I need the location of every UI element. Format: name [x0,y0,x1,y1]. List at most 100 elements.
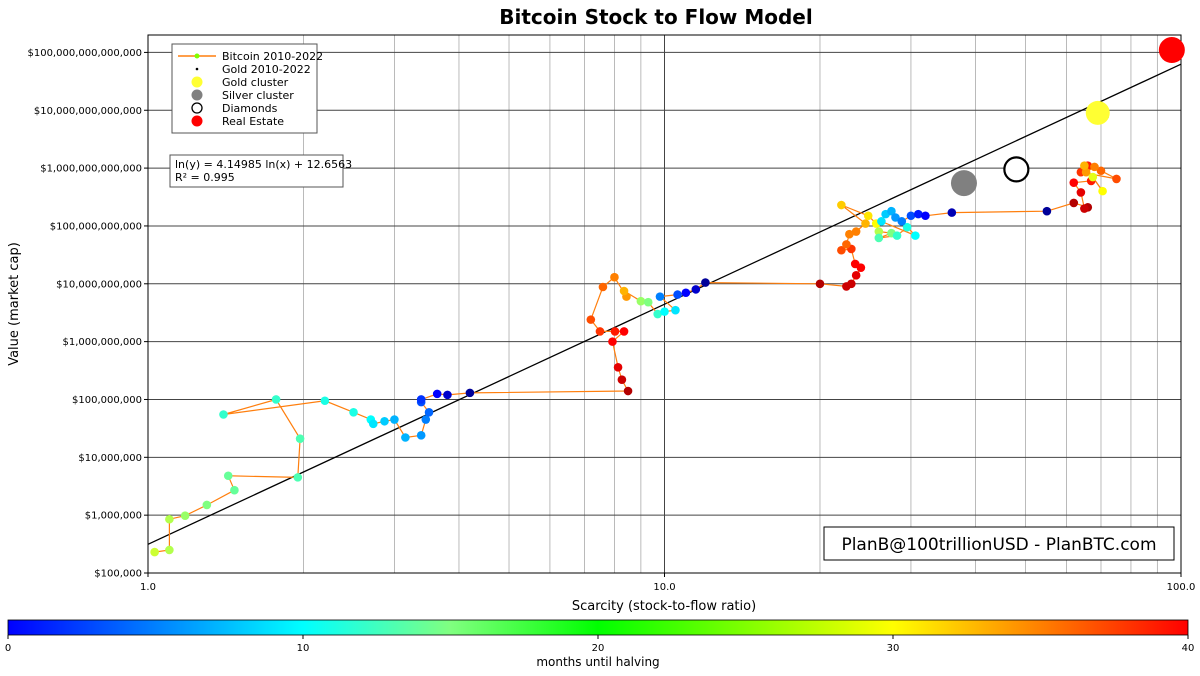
bitcoin-point [219,410,228,419]
bitcoin-point [861,219,870,228]
bitcoin-point [293,473,303,482]
plot-grid [148,35,1181,573]
bitcoin-point [1096,166,1106,176]
chart-title: Bitcoin Stock to Flow Model [499,5,812,29]
regression-equation: ln(y) = 4.14985 ln(x) + 12.6563 [175,158,352,171]
colorbar-tick-label: 40 [1182,643,1195,654]
bitcoin-point [897,217,907,226]
y-tick-label: $1,000,000,000,000 [40,164,142,175]
x-tick-label: 100.0 [1167,582,1196,593]
bitcoin-point [1069,178,1079,187]
bitcoin-point [892,231,902,240]
regression-line [147,63,1182,545]
x-tick-label: 1.0 [140,582,156,593]
bitcoin-point [911,231,920,240]
bitcoin-point [623,386,633,396]
bitcoin-point [1069,198,1079,208]
bitcoin-point [921,211,930,221]
bitcoin-point [1080,161,1089,171]
colorbar-ticks: 0 10 20 30 40 [5,635,1195,654]
bitcoin-point [150,547,159,557]
bitcoin-point [424,408,434,417]
bitcoin-point [380,416,389,426]
legend-diamonds-marker [191,102,203,114]
bitcoin-point [349,408,358,417]
legend-gold-cluster-label: Gold cluster [222,76,289,89]
bitcoin-point [1098,186,1107,196]
bitcoin-point [368,419,378,429]
bitcoin-point [223,471,233,481]
bitcoin-path [154,164,1117,553]
real-estate-marker [1158,37,1185,64]
watermark-box [823,526,1175,561]
colorbar-tick-label: 10 [297,643,310,654]
bitcoin-point [681,288,691,298]
bitcoin-point [1090,162,1099,172]
bitcoin-point [617,375,627,384]
bitcoin-point [598,282,608,292]
legend-gold-cluster-marker [191,76,203,88]
bitcoin-point [443,390,452,400]
bitcoin-point [671,305,680,315]
bitcoin-point [619,286,629,296]
legend-gold-2010-marker [195,67,199,71]
y-axis-label: Value (market cap) [7,242,22,366]
y-tick-label: $100,000 [94,569,142,580]
y-tick-label: $100,000,000,000,000 [27,48,142,59]
bitcoin-point [202,500,212,510]
bitcoin-point [416,431,426,440]
legend: Bitcoin 2010-2022 Gold 2010-2022 Gold cl… [171,43,323,134]
regression-annotation: ln(y) = 4.14985 ln(x) + 12.6563 R² = 0.9… [169,154,352,188]
bitcoin-point [165,514,174,524]
bitcoin-point [295,434,305,443]
bitcoin-point [180,511,190,520]
diamonds-marker [1003,156,1030,183]
bitcoin-point [701,278,710,287]
regression-r-squared: R² = 0.995 [175,171,235,184]
bitcoin-point [1042,206,1052,216]
colorbar-label: months until halving [536,655,659,669]
bitcoin-point [902,222,912,232]
bitcoin-point [947,208,957,217]
bitcoin-point [906,211,916,221]
x-axis-ticks: 1.0 10.0 100.0 [140,573,1195,593]
bitcoin-point [913,209,923,219]
bitcoin-point [230,485,239,495]
bitcoin-point [891,213,900,222]
legend-gold-2010-label: Gold 2010-2022 [222,63,311,76]
bitcoin-point [842,240,851,249]
bitcoin-point [845,229,854,239]
colorbar-tick-label: 20 [592,643,605,654]
bitcoin-point [851,271,861,280]
bitcoin-series [150,161,1121,557]
legend-diamonds-label: Diamonds [222,102,278,115]
bitcoin-point [465,388,475,398]
bitcoin-point [837,200,846,210]
regression-box [169,154,344,188]
legend-real-estate-label: Real Estate [222,115,284,128]
bitcoin-point [271,395,281,404]
colorbar-tick-label: 0 [5,643,11,654]
x-tick-label: 10.0 [653,582,675,593]
bitcoin-point [416,395,426,404]
y-tick-label: $1,000,000 [85,511,142,522]
bitcoin-point [877,217,886,226]
colorbar-tick-label: 30 [887,643,900,654]
y-axis-ticks: $100,000 $1,000,000 $10,000,000 $100,000,00… [27,48,148,580]
x-axis-label: Scarcity (stock-to-flow ratio) [572,599,756,614]
asset-clusters [950,37,1185,197]
bitcoin-point [887,206,896,216]
bitcoin-point [847,279,856,289]
bitcoin-point [595,327,605,336]
bitcoin-point [613,362,623,372]
colorbar-gradient [7,619,1189,636]
y-tick-label: $1,000,000,000 [62,337,142,348]
watermark: PlanB@100trillionUSD - PlanBTC.com [823,526,1175,561]
bitcoin-point [421,415,431,424]
legend-silver-cluster-label: Silver cluster [222,89,294,102]
bitcoin-point [815,279,825,289]
bitcoin-point [660,307,669,316]
y-tick-label: $10,000,000,000 [56,279,142,290]
y-tick-label: $10,000,000,000,000 [34,106,142,117]
